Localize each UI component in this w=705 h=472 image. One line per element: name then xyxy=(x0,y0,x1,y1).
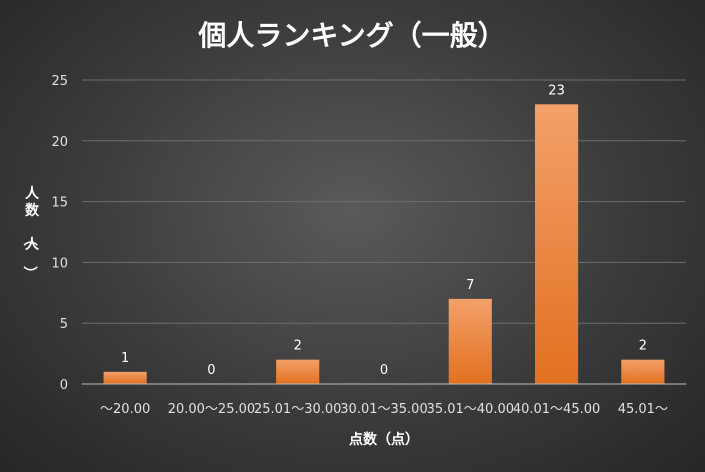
x-tick-label: 30.01～35.00 xyxy=(340,402,427,417)
y-tick-label: 15 xyxy=(51,196,68,211)
x-tick-label: 20.00～25.00 xyxy=(168,402,255,417)
data-label: 1 xyxy=(121,351,129,366)
y-axis-label-text: 人数（人） xyxy=(21,185,40,280)
x-tick-label: 45.01～ xyxy=(618,402,668,417)
data-label: 2 xyxy=(639,339,647,354)
data-label: 0 xyxy=(207,363,215,378)
data-label: 23 xyxy=(548,83,565,98)
y-axis-label: 人数（人） xyxy=(21,185,40,280)
y-tick-label: 5 xyxy=(60,317,68,332)
x-tick-label: ～20.00 xyxy=(100,402,150,417)
bar xyxy=(535,104,579,384)
chart-title: 個人ランキング（一般） xyxy=(197,19,505,52)
data-label: 2 xyxy=(294,339,302,354)
data-label: 0 xyxy=(380,363,388,378)
bar xyxy=(276,359,320,384)
bar xyxy=(103,371,147,384)
gridlines xyxy=(82,79,686,324)
x-tick-label: 40.01～45.00 xyxy=(513,402,600,417)
y-tick-label: 0 xyxy=(60,378,68,393)
bar xyxy=(448,298,492,384)
x-axis-label: 点数（点） xyxy=(349,431,419,448)
x-tick-label: 35.01～40.00 xyxy=(427,402,514,417)
y-tick-label: 20 xyxy=(51,135,68,150)
data-labels: 1 0 2 0 7 23 2 xyxy=(121,83,647,378)
data-label: 7 xyxy=(466,278,474,293)
x-tick-label: 25.01～30.00 xyxy=(254,402,341,417)
bars xyxy=(103,104,665,384)
x-axis-ticks: ～20.00 20.00～25.0025.01～30.0030.01～35.003… xyxy=(100,402,668,417)
y-tick-label: 25 xyxy=(51,74,68,89)
bar xyxy=(621,359,665,384)
y-axis-ticks: 0 5 10 15 20 25 xyxy=(51,74,68,393)
y-tick-label: 10 xyxy=(51,256,68,271)
